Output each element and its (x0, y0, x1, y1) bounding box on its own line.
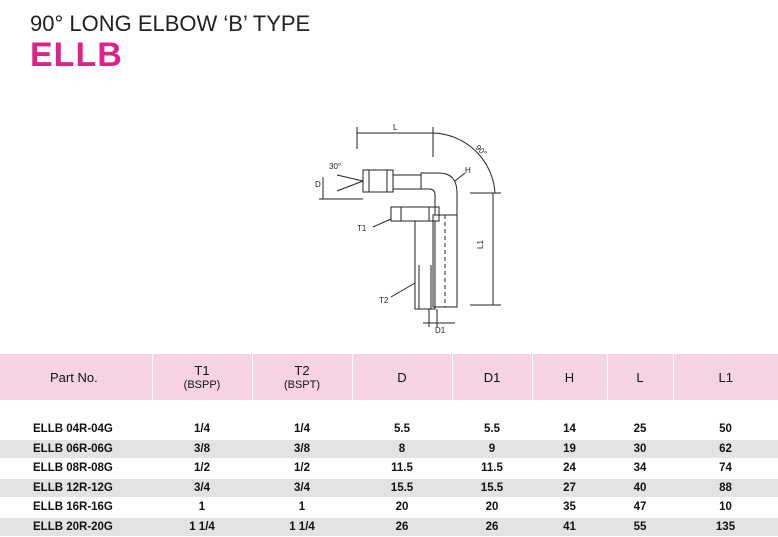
table-row: ELLB 08R-08G 1/2 1/2 11.5 11.5 24 34 74 (0, 458, 778, 479)
header-t2: T2 (BSPT) (251, 354, 352, 400)
cell-d: 26 (352, 517, 452, 537)
label-l1: L1 (476, 240, 485, 249)
cell-part-no: ELLB 04R-04G (0, 419, 152, 440)
label-d1: D1 (435, 326, 446, 335)
cell-h: 24 (532, 458, 607, 479)
label-angle-30: 30° (329, 162, 341, 171)
header-t1: T1 (BSPP) (151, 354, 252, 400)
header-part-no: Part No. (50, 369, 98, 385)
header-l1: L1 (672, 354, 778, 400)
cell-l1: 62 (673, 439, 778, 459)
cell-l1: 10 (673, 497, 778, 518)
cell-part-no: ELLB 12R-12G (0, 478, 152, 498)
elbow-technical-drawing: L 90° 30° D H T1 T2 L1 D1 (315, 123, 501, 335)
cell-t1: 1/4 (152, 419, 252, 440)
cell-d1: 9 (452, 439, 532, 459)
cell-t2: 1 (252, 497, 352, 518)
cell-d: 15.5 (352, 478, 452, 498)
cell-h: 19 (532, 439, 607, 459)
header-d: D (351, 354, 452, 400)
cell-d: 5.5 (352, 419, 452, 440)
header-l: L (606, 354, 673, 400)
table-header-row: Part No. T1 (BSPP) T2 (BSPT) D D1 H L L1 (0, 354, 778, 400)
label-t1: T1 (357, 224, 367, 233)
horizontal-nut (362, 169, 394, 193)
table-row: ELLB 06R-06G 3/8 3/8 8 9 19 30 62 (0, 439, 778, 459)
cell-d1: 5.5 (452, 419, 532, 440)
cell-d: 20 (352, 497, 452, 518)
product-code: ELLB (30, 36, 123, 74)
table-row: ELLB 04R-04G 1/4 1/4 5.5 5.5 14 25 50 (0, 419, 778, 440)
vertical-leg (414, 220, 436, 310)
cell-t1: 1 1/4 (152, 517, 252, 537)
cell-l1: 50 (673, 419, 778, 440)
label-h: H (465, 166, 471, 175)
horizontal-shank (392, 174, 422, 190)
table-row: ELLB 20R-20G 1 1/4 1 1/4 26 26 41 55 135 (0, 517, 778, 537)
cell-t2: 1 1/4 (252, 517, 352, 537)
cell-l: 30 (607, 439, 673, 459)
cell-t2: 1/2 (252, 458, 352, 479)
cell-d1: 20 (452, 497, 532, 518)
header-h: H (531, 354, 607, 400)
cell-t1: 1 (152, 497, 252, 518)
label-t2: T2 (379, 296, 389, 305)
cell-d: 11.5 (352, 458, 452, 479)
label-l: L (393, 123, 398, 132)
label-angle-90: 90° (474, 143, 489, 158)
label-d: D (315, 180, 321, 189)
header-d1: D1 (451, 354, 532, 400)
cell-part-no: ELLB 20R-20G (0, 517, 152, 537)
cell-t1: 3/8 (152, 439, 252, 459)
cell-h: 35 (532, 497, 607, 518)
cell-part-no: ELLB 08R-08G (0, 458, 152, 479)
hex-body (390, 206, 440, 222)
cell-l: 34 (607, 458, 673, 479)
cell-part-no: ELLB 16R-16G (0, 497, 152, 518)
cell-l1: 74 (673, 458, 778, 479)
cell-t1: 3/4 (152, 478, 252, 498)
cell-h: 27 (532, 478, 607, 498)
specifications-table: Part No. T1 (BSPP) T2 (BSPT) D D1 H L L1 E… (0, 354, 778, 537)
cell-h: 41 (532, 517, 607, 537)
cell-l1: 135 (673, 517, 778, 537)
cell-l: 25 (607, 419, 673, 440)
page-title: 90° LONG ELBOW ‘B’ TYPE (30, 11, 311, 36)
cell-l: 40 (607, 478, 673, 498)
cell-part-no: ELLB 06R-06G (0, 439, 152, 459)
cell-l: 55 (607, 517, 673, 537)
cell-t2: 3/8 (252, 439, 352, 459)
cell-d: 8 (352, 439, 452, 459)
angle-90-arc (432, 132, 496, 194)
header-divider (0, 400, 778, 420)
cell-d1: 11.5 (452, 458, 532, 479)
cell-l: 47 (607, 497, 673, 518)
cell-h: 14 (532, 419, 607, 440)
cell-l1: 88 (673, 478, 778, 498)
table-row: ELLB 16R-16G 1 1 20 20 35 47 10 (0, 497, 778, 518)
table-row: ELLB 12R-12G 3/4 3/4 15.5 15.5 27 40 88 (0, 478, 778, 498)
cell-d1: 26 (452, 517, 532, 537)
cell-t2: 1/4 (252, 419, 352, 440)
cell-t2: 3/4 (252, 478, 352, 498)
cell-t1: 1/2 (152, 458, 252, 479)
cell-d1: 15.5 (452, 478, 532, 498)
